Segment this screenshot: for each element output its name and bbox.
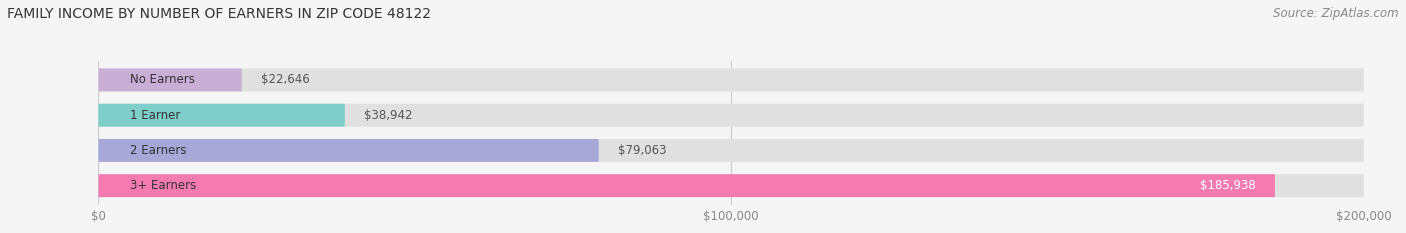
FancyBboxPatch shape: [98, 139, 1364, 162]
Text: No Earners: No Earners: [131, 73, 195, 86]
Text: Source: ZipAtlas.com: Source: ZipAtlas.com: [1274, 7, 1399, 20]
Text: 2 Earners: 2 Earners: [131, 144, 187, 157]
FancyBboxPatch shape: [98, 174, 1364, 197]
FancyBboxPatch shape: [98, 69, 1364, 91]
Text: $185,938: $185,938: [1201, 179, 1256, 192]
Text: FAMILY INCOME BY NUMBER OF EARNERS IN ZIP CODE 48122: FAMILY INCOME BY NUMBER OF EARNERS IN ZI…: [7, 7, 432, 21]
FancyBboxPatch shape: [98, 104, 1364, 127]
FancyBboxPatch shape: [98, 104, 344, 127]
FancyBboxPatch shape: [98, 174, 1275, 197]
Text: 1 Earner: 1 Earner: [131, 109, 180, 122]
Text: $38,942: $38,942: [364, 109, 412, 122]
Text: $22,646: $22,646: [260, 73, 309, 86]
Text: 3+ Earners: 3+ Earners: [131, 179, 197, 192]
FancyBboxPatch shape: [98, 69, 242, 91]
FancyBboxPatch shape: [98, 139, 599, 162]
Text: $79,063: $79,063: [617, 144, 666, 157]
